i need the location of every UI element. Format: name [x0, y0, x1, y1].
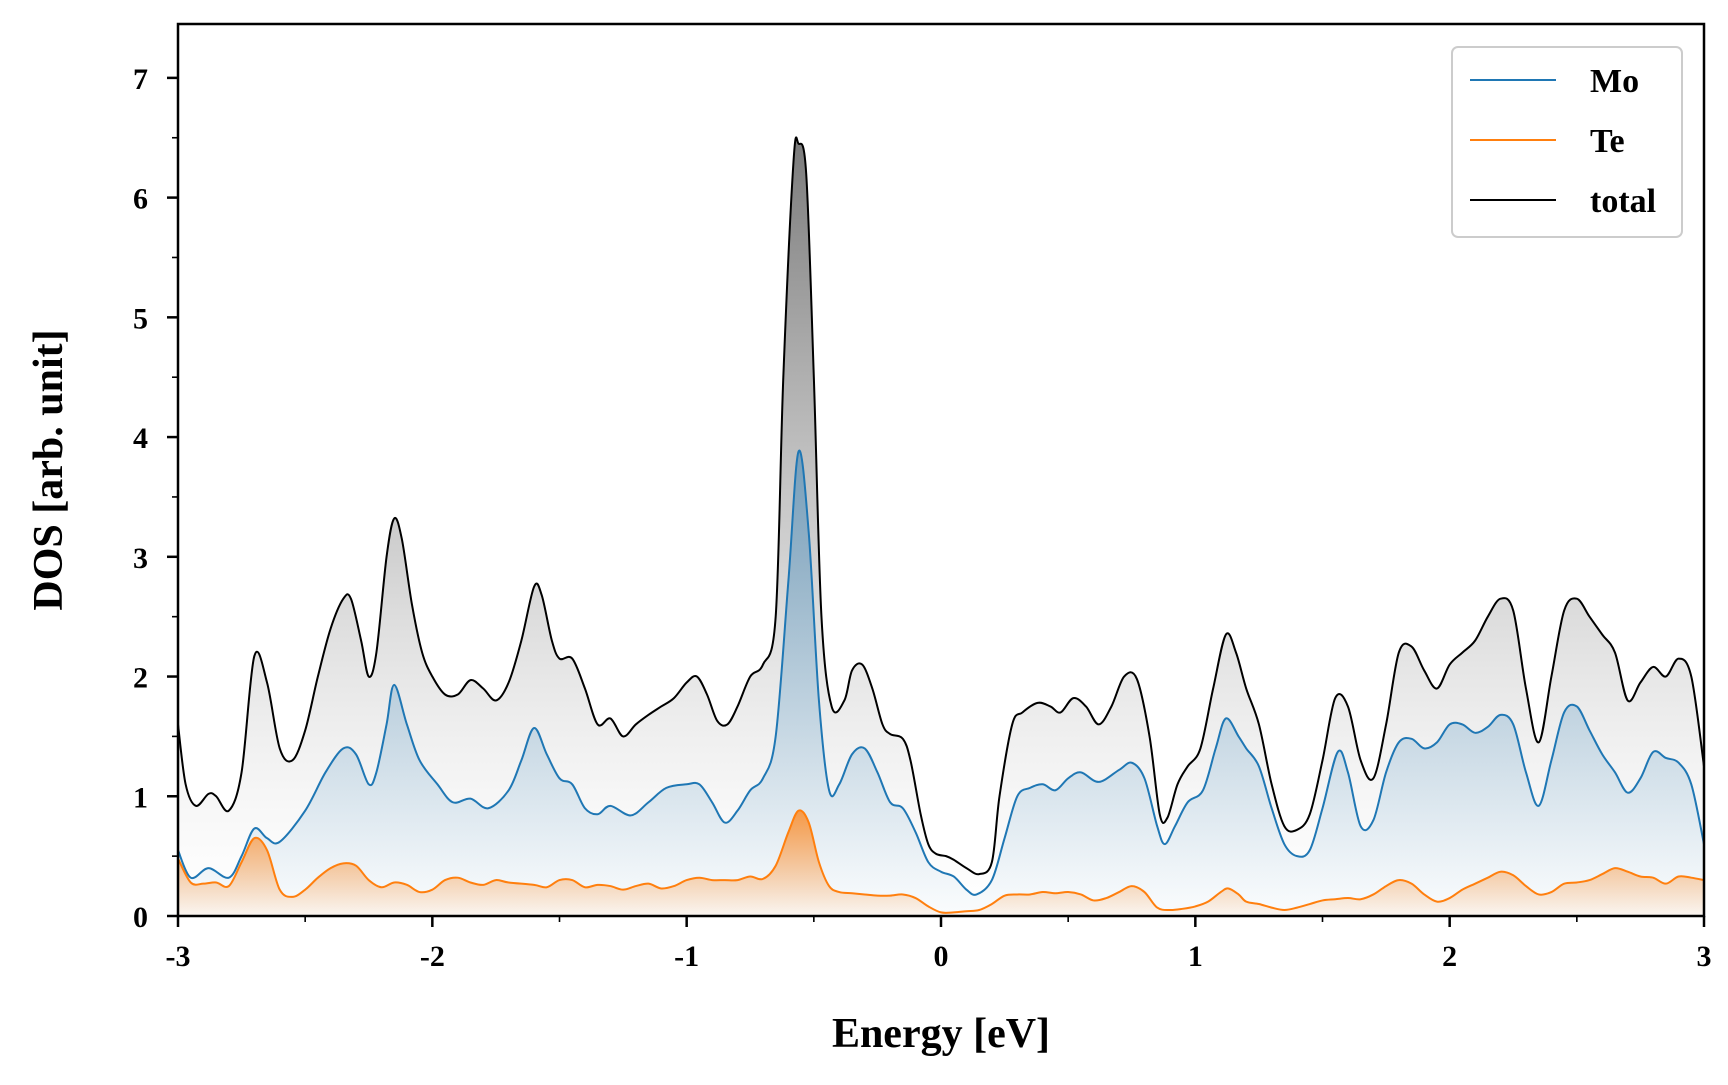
area-fill-te — [178, 810, 1704, 916]
area-fill-mo — [178, 450, 1704, 916]
x-tick-label: 2 — [1442, 940, 1457, 973]
y-tick-label: 2 — [133, 662, 148, 695]
x-tick-label: -3 — [166, 940, 191, 973]
legend: Mo Te total — [1451, 46, 1683, 238]
axis-ticks: -3 -2 -1 0 1 2 3 0 1 2 3 4 5 6 7 — [133, 63, 1712, 973]
series-line-te — [178, 809, 1704, 914]
area-fill-total — [178, 137, 1704, 916]
x-tick-label: 1 — [1188, 940, 1203, 973]
y-tick-label: 4 — [133, 422, 148, 455]
legend-label-mo: Mo — [1590, 63, 1639, 100]
x-axis-title: Energy [eV] — [832, 1011, 1050, 1057]
series-line-mo — [178, 449, 1704, 896]
x-tick-label: 3 — [1697, 940, 1712, 973]
y-tick-label: 6 — [133, 183, 148, 216]
series-line-total — [178, 136, 1704, 876]
legend-label-total: total — [1590, 183, 1656, 220]
y-tick-label: 7 — [133, 63, 148, 96]
y-tick-label: 1 — [133, 781, 148, 814]
x-tick-label: -2 — [420, 940, 445, 973]
x-tick-label: 0 — [934, 940, 949, 973]
x-tick-label: -1 — [674, 940, 699, 973]
y-tick-label: 3 — [133, 542, 148, 575]
y-axis-title: DOS [arb. unit] — [26, 329, 72, 610]
y-tick-label: 5 — [133, 302, 148, 335]
legend-box — [1451, 46, 1683, 238]
y-tick-label: 0 — [133, 901, 148, 934]
legend-label-te: Te — [1590, 123, 1625, 160]
area-fills — [178, 137, 1704, 916]
series-lines — [178, 136, 1704, 914]
plot-frame — [176, 22, 1706, 918]
